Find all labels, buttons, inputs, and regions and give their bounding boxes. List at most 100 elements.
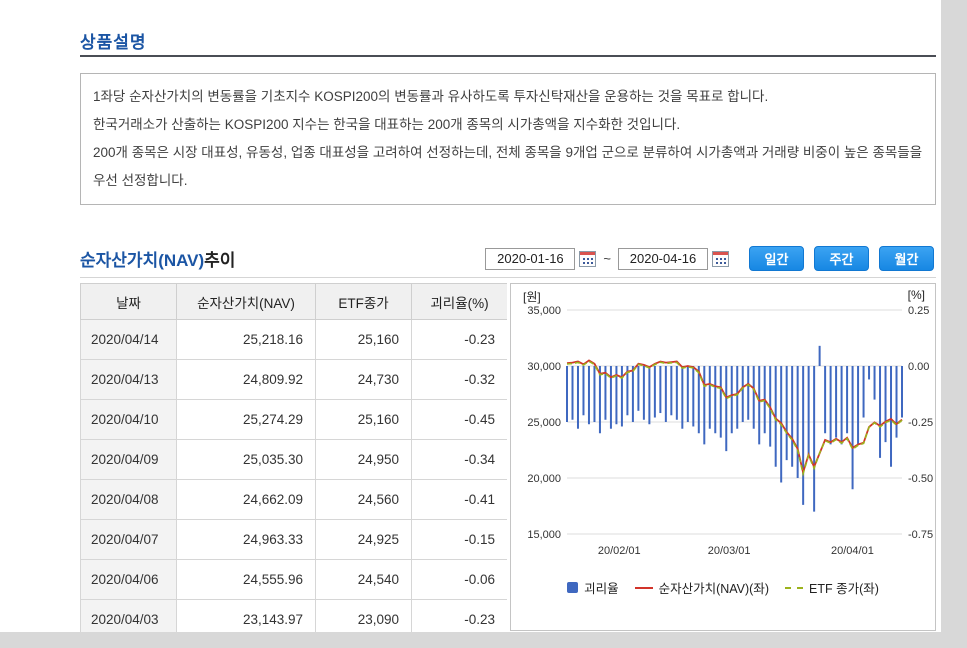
description-line: 한국거래소가 산출하는 KOSPI200 지수는 한국을 대표하는 200개 종…: [93, 117, 681, 132]
right-axis-unit-label: [%]: [907, 288, 925, 302]
table-row: 2020/04/06 24,555.96 24,540 -0.06: [80, 559, 507, 600]
description-line: 1좌당 순자산가치의 변동률을 기초지수 KOSPI200의 변동률과 유사하도…: [93, 89, 769, 104]
date-cell: 2020/04/14: [80, 319, 177, 360]
nav-section-title: 순자산가치(NAV)추이: [80, 246, 235, 271]
table-row: 2020/04/13 24,809.92 24,730 -0.32: [80, 359, 507, 400]
date-from-input[interactable]: [485, 247, 576, 270]
left-axis-unit-label: [원]: [523, 290, 541, 304]
table-row: 2020/04/03 23,143.97 23,090 -0.23: [80, 599, 507, 632]
column-header: ETF종가: [315, 283, 412, 320]
svg-text:20,000: 20,000: [527, 473, 561, 485]
nav-chart-svg: 35,000 30,000 25,000 20,000 15,000 0.25 0.00 -0…: [527, 305, 933, 557]
etf-close-cell: 23,090: [315, 599, 412, 632]
legend-label: ETF 종가(좌): [809, 582, 879, 596]
date-range-controls: ~ 일간 주간 월간: [485, 246, 934, 271]
table-row: 2020/04/10 25,274.29 25,160 -0.45: [80, 399, 507, 440]
weekly-button[interactable]: 주간: [814, 246, 869, 271]
calendar-icon[interactable]: [579, 250, 597, 267]
column-header: 날짜: [80, 283, 177, 320]
nav-cell: 24,662.09: [176, 479, 316, 520]
nav-title-suffix: 추이: [204, 251, 236, 270]
product-description-box: 1좌당 순자산가치의 변동률을 기초지수 KOSPI200의 변동률과 유사하도…: [80, 73, 936, 205]
chart-legend: 괴리율 순자산가치(NAV)(좌) ETF 종가(좌): [511, 578, 935, 597]
disparity-cell: -0.23: [411, 319, 507, 360]
svg-text:20/02/01: 20/02/01: [598, 545, 641, 557]
calendar-icon-grid: [716, 257, 718, 260]
disparity-cell: -0.23: [411, 599, 507, 632]
nav-swatch: [634, 586, 653, 589]
section-divider: [80, 55, 936, 57]
svg-text:25,000: 25,000: [527, 417, 561, 429]
disparity-cell: -0.32: [411, 359, 507, 400]
date-cell: 2020/04/09: [80, 439, 177, 480]
date-cell: 2020/04/08: [80, 479, 177, 520]
svg-text:-0.75: -0.75: [908, 529, 933, 541]
date-to-input[interactable]: [618, 247, 708, 270]
monthly-button[interactable]: 월간: [879, 246, 934, 271]
disparity-cell: -0.15: [411, 519, 507, 560]
calendar-icon-top: [580, 251, 596, 255]
table-row: 2020/04/08 24,662.09 24,560 -0.41: [80, 479, 507, 520]
date-cell: 2020/04/10: [80, 399, 177, 440]
etf-close-cell: 24,950: [315, 439, 412, 480]
etf-close-cell: 24,540: [315, 559, 412, 600]
svg-text:15,000: 15,000: [527, 529, 561, 541]
svg-text:-0.25: -0.25: [908, 417, 933, 429]
disparity-cell: -0.06: [411, 559, 507, 600]
etf-close-cell: 25,160: [315, 399, 412, 440]
svg-text:35,000: 35,000: [527, 305, 561, 317]
product-section-title: 상품설명: [80, 33, 147, 52]
etf-close-cell: 25,160: [315, 319, 412, 360]
disparity-cell: -0.41: [411, 479, 507, 520]
table-row: 2020/04/14 25,218.16 25,160 -0.23: [80, 319, 507, 360]
legend-item-disparity: 괴리율: [567, 578, 619, 597]
calendar-icon[interactable]: [712, 250, 729, 267]
nav-table-body: 2020/04/14 25,218.16 25,160 -0.23 2020/04/13…: [80, 319, 507, 632]
column-header: 괴리율(%): [411, 283, 507, 320]
header-divider: [80, 277, 936, 278]
nav-cell: 24,809.92: [176, 359, 316, 400]
calendar-icon-top: [713, 251, 728, 255]
nav-cell: 23,143.97: [176, 599, 316, 632]
nav-cell: 25,035.30: [176, 439, 316, 480]
nav-chart-panel: [원] [%] 35,000 30,000 25,000 20,000 15,000 0.…: [510, 283, 936, 631]
nav-cell: 24,555.96: [176, 559, 316, 600]
legend-item-nav: 순자산가치(NAV)(좌): [634, 578, 770, 597]
page-content: 상품설명 1좌당 순자산가치의 변동률을 기초지수 KOSPI200의 변동률과…: [0, 0, 941, 632]
svg-text:30,000: 30,000: [527, 361, 561, 373]
svg-text:0.00: 0.00: [908, 361, 929, 373]
nav-title-main: 순자산가치(NAV): [80, 251, 205, 270]
svg-text:-0.50: -0.50: [908, 473, 933, 485]
table-header-row: 날짜 순자산가치(NAV) ETF종가 괴리율(%): [80, 283, 507, 320]
date-cell: 2020/04/06: [80, 559, 177, 600]
nav-cell: 25,218.16: [176, 319, 316, 360]
legend-label: 순자산가치(NAV)(좌): [658, 582, 770, 596]
column-header: 순자산가치(NAV): [176, 283, 316, 320]
svg-text:20/04/01: 20/04/01: [831, 545, 874, 557]
svg-text:0.25: 0.25: [908, 305, 929, 317]
daily-button[interactable]: 일간: [749, 246, 804, 271]
table-row: 2020/04/07 24,963.33 24,925 -0.15: [80, 519, 507, 560]
disparity-swatch: [567, 582, 579, 593]
date-cell: 2020/04/03: [80, 599, 177, 632]
legend-label: 괴리율: [584, 582, 619, 596]
date-range-separator: ~: [603, 251, 611, 266]
description-line: 200개 종목은 시장 대표성, 유동성, 업종 대표성을 고려하여 선정하는데…: [93, 145, 923, 188]
nav-cell: 24,963.33: [176, 519, 316, 560]
nav-cell: 25,274.29: [176, 399, 316, 440]
nav-table-container: 날짜 순자산가치(NAV) ETF종가 괴리율(%) 2020/04/14 25,218…: [80, 283, 507, 632]
etf-close-cell: 24,560: [315, 479, 412, 520]
table-row: 2020/04/09 25,035.30 24,950 -0.34: [80, 439, 507, 480]
disparity-cell: -0.34: [411, 439, 507, 480]
disparity-cell: -0.45: [411, 399, 507, 440]
date-cell: 2020/04/07: [80, 519, 177, 560]
etf-close-cell: 24,730: [315, 359, 412, 400]
svg-text:20/03/01: 20/03/01: [708, 545, 751, 557]
legend-item-etf: ETF 종가(좌): [785, 578, 879, 597]
etf-close-cell: 24,925: [315, 519, 412, 560]
date-cell: 2020/04/13: [80, 359, 177, 400]
etf-swatch: [785, 586, 804, 589]
nav-table: 날짜 순자산가치(NAV) ETF종가 괴리율(%) 2020/04/14 25,218…: [80, 283, 507, 632]
calendar-icon-grid: [583, 257, 586, 260]
